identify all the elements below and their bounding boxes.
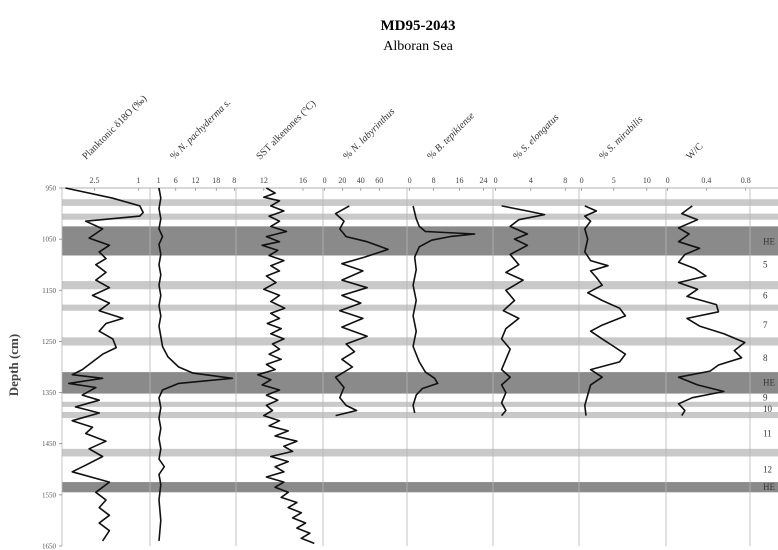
depth-tick-label: 1350 [42,389,57,397]
x-tick-label: 60 [375,176,383,185]
series-line-8 [677,205,746,417]
x-tick-label: 8 [563,176,567,185]
series-line-4 [334,205,389,417]
x-tick-label: 20 [338,176,346,185]
event-label: 9 [763,393,768,403]
x-tick-label: 12 [260,176,268,185]
x-tick-label: 2.5 [90,176,100,185]
panel-4: % N. labyrinthus 0 20 40 60 [323,106,397,417]
panel-label: % N. pachyderma s. [168,97,233,162]
event-label: 11 [763,428,772,438]
chart-title: MD95-2043 [381,18,456,34]
panel-label: W/C [684,141,705,162]
panel-label: % B. tepikiense [425,110,477,162]
event-label: HE [763,237,775,247]
panel-label-text: Planktonic δ18O (‰) [80,93,149,162]
panel-label: Planktonic δ18O (‰) [80,93,149,162]
event-band-3 [62,226,778,256]
panel-3: SST alkenones (°C) 12 16 [254,98,318,545]
event-label: 6 [763,290,768,300]
event-label: 12 [763,464,772,474]
x-tick-label: 40 [357,176,365,185]
depth-tick-label: 1650 [42,543,57,550]
x-tick-label: 0 [323,176,327,185]
panel-label-taxon: B. tepikiense [433,110,477,154]
series-line-1 [65,187,144,542]
x-tick-label: 10 [643,176,651,185]
panel-frames [61,187,778,546]
x-tick-label: 5 [612,176,616,185]
panel-6: % S. elongatus 0 4 8 [494,112,567,417]
event-band-11 [62,482,778,493]
series-line-3 [256,187,315,545]
event-label: 10 [763,404,773,414]
depth-tick-label: 1150 [42,287,56,295]
event-band-7 [62,372,778,394]
x-tick-label: 8 [432,176,436,185]
data-panels: Planktonic δ18O (‰)2.5 1% N. pachyderma s… [65,93,751,545]
panel-label-taxon: S. elongatus [519,112,561,154]
panel-7: % S. mirabilis 0 5 10 [580,114,651,416]
panel-label: % N. labyrinthus [341,106,397,162]
event-band-5 [62,304,778,311]
event-label: 8 [763,353,768,363]
x-tick-label: 0 [494,176,498,185]
x-tick-label: 0.4 [701,176,711,185]
event-label: 5 [763,260,768,270]
panel-label-taxon: N. pachyderma s. [175,97,233,155]
x-tick-label: 0 [408,176,412,185]
x-tick-label: 4 [529,176,533,185]
x-tick-label: 24 [480,176,488,185]
panel-label-taxon: S. mirabilis [605,114,645,154]
event-label: HE [763,377,775,387]
panel-5: % B. tepikiense 0 8 16 24 [408,110,488,414]
x-tick-label: 12 [192,176,200,185]
event-band-6 [62,337,778,346]
x-tick-label: 1 [157,176,161,185]
series-line-5 [412,205,476,414]
depth-tick-label: 1550 [42,491,57,499]
depth-tick-label: 1250 [42,338,57,346]
series-line-6 [500,205,546,417]
x-tick-label: 16 [455,176,463,185]
x-tick-label: 0 [580,176,584,185]
depth-axis: 950 1050 1150 1250 1350 1450 1550 1650 [42,185,62,550]
panel-2: % N. pachyderma s. 1 6 12 18 8 [157,97,236,541]
series-line-7 [583,205,627,416]
x-tick-label: 1 [137,176,141,185]
y-axis-label: Depth (cm) [6,334,21,396]
panel-label-taxon: N. labyrinthus [348,106,397,155]
panel-label: % S. elongatus [511,112,561,162]
depth-tick-label: 1050 [42,236,57,244]
panel-label-text: SST alkenones (°C) [254,98,318,162]
event-band-10 [62,448,778,457]
panel-label-text: W/C [684,141,705,162]
x-tick-label: 18 [212,176,220,185]
series-line-2 [158,187,234,541]
x-tick-label: 0 [666,176,670,185]
event-labels: HE 5 6 7 8 HE 910 11 12 HE [763,237,775,492]
panel-label: SST alkenones (°C) [254,98,318,162]
chart-subtitle: Alboran Sea [383,39,453,54]
event-band-4 [62,281,778,290]
panel-1: Planktonic δ18O (‰) 2.5 1 [65,93,149,542]
event-band-8 [62,401,778,407]
event-bands [62,199,778,493]
event-band-9 [62,412,778,419]
depth-tick-label: 1450 [42,440,57,448]
event-label: HE [763,482,775,492]
x-tick-label: 0.8 [741,176,751,185]
event-band-1 [62,199,778,206]
x-tick-label: 16 [299,176,307,185]
x-tick-label: 8 [232,176,236,185]
depth-tick-label: 950 [46,185,57,193]
x-tick-label: 6 [174,176,178,185]
panel-label: % S. mirabilis [597,114,645,162]
event-label: 7 [763,320,768,330]
event-band-2 [62,213,778,220]
